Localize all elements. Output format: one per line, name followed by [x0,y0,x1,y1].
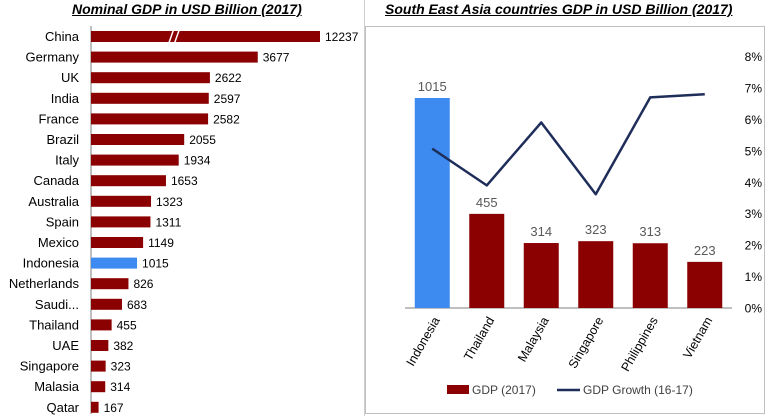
growth-line [431,92,705,196]
bar-thailand [91,319,112,331]
category-label-canada: Canada [33,173,79,188]
bar-philippines [632,243,668,308]
bar-germany [91,51,258,63]
x-tick-malaysia: Malaysia [515,314,552,364]
category-label-indonesia: Indonesia [23,256,80,271]
x-tick-vietnam: Vietnam [680,315,715,362]
x-tick-philippines: Philippines [618,315,660,374]
bar-australia [91,195,151,207]
data-label-uk: 2622 [215,71,242,85]
category-label-singapore: Singapore [20,359,79,374]
bar-malaysia [523,243,559,308]
data-label-australia: 1323 [156,195,183,209]
bar-value-philippines: 313 [639,224,661,239]
bar-uae [91,340,109,351]
bar-qatar [91,401,99,413]
data-label-india: 2597 [214,92,241,106]
data-label-china: 12237 [325,30,359,44]
category-label-spain: Spain [46,214,79,229]
category-label-saudi: Saudi... [35,297,79,312]
x-tick-indonesia: Indonesia [404,314,443,368]
y2-tick-4: 4% [745,176,763,190]
x-tick-singapore: Singapore [566,314,607,370]
data-label-mexico: 1149 [148,236,174,250]
data-label-spain: 1311 [155,215,181,229]
category-label-france: France [39,111,79,126]
bar-uk [91,72,210,84]
data-label-canada: 1653 [171,174,198,188]
category-label-brazil: Brazil [46,132,79,147]
bar-value-indonesia: 1015 [418,79,447,94]
category-label-italy: Italy [55,153,79,168]
bar-china [91,31,320,42]
bar-singapore [91,360,106,372]
data-label-singapore: 323 [111,360,131,374]
data-label-france: 2582 [213,112,240,126]
bar-france [91,113,209,125]
bar-mexico [91,237,144,248]
data-label-germany: 3677 [263,51,290,65]
category-label-thailand: Thailand [29,317,79,332]
right-chart-title: South East Asia countries GDP in USD Bil… [385,1,733,17]
category-label-uae: UAE [52,338,79,353]
bar-singapore [578,241,614,308]
data-label-brazil: 2055 [189,133,216,147]
bar-spain [91,216,151,228]
bar-vietnam [687,261,723,308]
bar-india [91,92,209,104]
right-chart-frame [365,26,765,414]
legend-swatch-gdp [447,385,469,394]
bar-indonesia [414,98,450,308]
bar-indonesia [91,257,138,269]
data-label-qatar: 167 [104,401,124,415]
data-label-italy: 1934 [184,154,211,168]
bar-thailand [469,213,505,308]
bar-brazil [91,134,185,145]
category-label-china: China [45,29,80,44]
bar-netherlands [91,278,129,290]
y2-tick-3: 3% [745,207,763,221]
nominal-gdp-bar-chart: China 12237 Germany 3677 UK 2622 India 2597 Fran… [9,26,359,415]
y2-tick-5: 5% [745,144,763,158]
y2-tick-8: 8% [745,50,763,64]
bar-value-malaysia: 314 [530,224,552,239]
data-label-indonesia: 1015 [142,257,169,271]
bar-value-thailand: 455 [476,195,498,210]
axis-break-mark [168,29,175,44]
y2-tick-2: 2% [745,239,763,253]
legend-label-gdp: GDP (2017) [472,383,536,397]
data-label-uae: 382 [113,339,133,353]
category-label-malasia: Malasia [34,379,80,394]
left-chart-title: Nominal GDP in USD Billion (2017) [72,1,302,17]
data-label-saudi: 683 [127,298,147,312]
bar-canada [91,175,166,187]
category-label-qatar: Qatar [46,400,79,415]
y2-tick-0: 0% [745,302,763,316]
category-label-germany: Germany [26,50,80,65]
category-label-uk: UK [61,70,79,85]
x-tick-thailand: Thailand [461,314,497,363]
category-label-australia: Australia [28,194,79,209]
bar-saudi [91,298,122,310]
y2-tick-6: 6% [745,113,763,127]
category-label-mexico: Mexico [38,235,79,250]
y2-tick-1: 1% [745,270,763,284]
bar-value-vietnam: 223 [694,243,716,258]
data-label-malasia: 314 [110,380,130,394]
bar-value-singapore: 323 [585,222,607,237]
data-label-thailand: 455 [117,318,137,332]
y2-tick-7: 7% [745,81,763,95]
data-label-netherlands: 826 [133,277,153,291]
bar-malasia [91,381,106,393]
category-label-india: India [51,91,80,106]
panel-divider [364,0,365,416]
category-label-netherlands: Netherlands [9,276,80,291]
bar-italy [91,154,179,166]
legend-label-growth: GDP Growth (16-17) [583,383,693,397]
axis-break-mark [173,29,180,44]
